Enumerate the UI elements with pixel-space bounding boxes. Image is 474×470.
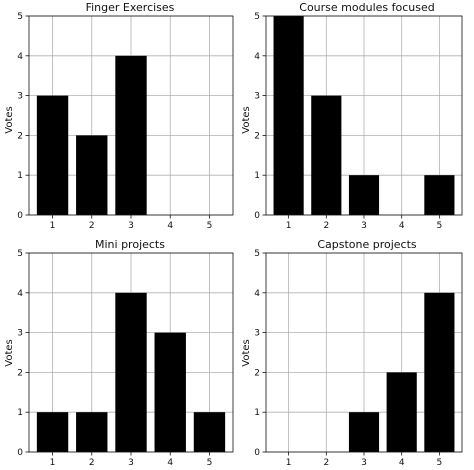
chart-title: Mini projects bbox=[95, 238, 165, 251]
x-tick-label: 2 bbox=[323, 221, 329, 231]
y-tick-label: 5 bbox=[254, 249, 260, 259]
bar bbox=[115, 292, 147, 452]
x-tick-label: 3 bbox=[361, 221, 367, 231]
x-tick-label: 5 bbox=[437, 221, 443, 231]
y-tick-label: 1 bbox=[254, 408, 260, 418]
bar bbox=[154, 332, 186, 452]
y-tick-label: 1 bbox=[17, 408, 23, 418]
chart-mini-projects: Mini projects Votes 0 1 2 3 4 5 1 2 3 4 5 bbox=[4, 238, 234, 468]
bar bbox=[348, 412, 380, 452]
y-axis-label: Votes bbox=[241, 106, 252, 133]
x-tick-label: 4 bbox=[399, 221, 405, 231]
y-tick-label: 4 bbox=[17, 289, 23, 299]
y-tick-label: 3 bbox=[17, 329, 23, 339]
y-tick-label: 5 bbox=[254, 12, 260, 22]
bar bbox=[76, 135, 108, 215]
y-axis-label: Votes bbox=[241, 339, 252, 366]
x-tick-label: 4 bbox=[167, 221, 173, 231]
bar bbox=[115, 55, 147, 215]
y-tick-label: 0 bbox=[254, 448, 260, 458]
y-tick-label: 2 bbox=[17, 368, 23, 378]
x-tick-label: 4 bbox=[167, 458, 173, 468]
x-tick-label: 5 bbox=[207, 458, 213, 468]
x-tick-label: 1 bbox=[50, 221, 56, 231]
y-tick-label: 1 bbox=[17, 171, 23, 181]
y-tick-label: 5 bbox=[17, 249, 23, 259]
y-tick-label: 2 bbox=[254, 368, 260, 378]
y-axis-label: Votes bbox=[4, 339, 15, 366]
y-tick-label: 1 bbox=[254, 171, 260, 181]
x-tick-label: 2 bbox=[323, 458, 329, 468]
x-tick-label: 5 bbox=[437, 458, 443, 468]
bar bbox=[424, 175, 455, 215]
y-tick-label: 3 bbox=[17, 92, 23, 102]
y-tick-label: 4 bbox=[254, 289, 260, 299]
x-tick-label: 3 bbox=[128, 458, 134, 468]
bar bbox=[386, 372, 417, 452]
bar bbox=[76, 412, 108, 452]
x-tick-label: 5 bbox=[207, 221, 213, 231]
x-tick-label: 1 bbox=[50, 458, 56, 468]
chart-capstone-projects: Capstone projects Votes 0 1 2 3 4 5 1 2 3 4 5 bbox=[241, 238, 463, 468]
y-tick-label: 3 bbox=[254, 92, 260, 102]
x-tick-label: 3 bbox=[128, 221, 134, 231]
y-tick-label: 4 bbox=[17, 52, 23, 62]
y-axis-label: Votes bbox=[4, 106, 15, 133]
bar bbox=[311, 95, 342, 215]
y-tick-label: 4 bbox=[254, 52, 260, 62]
x-tick-label: 3 bbox=[361, 458, 367, 468]
x-tick-label: 1 bbox=[286, 221, 292, 231]
y-tick-label: 0 bbox=[17, 448, 23, 458]
chart-course-modules-focused: Course modules focused Votes 0 1 2 3 4 5 1 2 3 4 5 bbox=[241, 1, 463, 231]
y-tick-label: 0 bbox=[17, 211, 23, 221]
chart-title: Course modules focused bbox=[299, 1, 434, 14]
y-tick-label: 2 bbox=[254, 131, 260, 141]
bar bbox=[193, 412, 226, 452]
bar bbox=[348, 175, 380, 215]
y-tick-label: 3 bbox=[254, 329, 260, 339]
x-tick-label: 2 bbox=[89, 221, 95, 231]
chart-finger-exercises: Finger Exercises Votes 0 1 2 3 4 5 1 2 3 4 5 bbox=[4, 1, 234, 231]
x-tick-label: 1 bbox=[286, 458, 292, 468]
chart-title: Finger Exercises bbox=[86, 1, 175, 14]
y-tick-label: 5 bbox=[17, 12, 23, 22]
x-tick-label: 2 bbox=[89, 458, 95, 468]
y-tick-label: 2 bbox=[17, 131, 23, 141]
bar bbox=[424, 292, 455, 452]
bar bbox=[273, 16, 304, 215]
y-tick-label: 0 bbox=[254, 211, 260, 221]
bar bbox=[36, 95, 69, 215]
chart-title: Capstone projects bbox=[317, 238, 417, 251]
bar bbox=[36, 412, 69, 452]
x-tick-label: 4 bbox=[399, 458, 405, 468]
